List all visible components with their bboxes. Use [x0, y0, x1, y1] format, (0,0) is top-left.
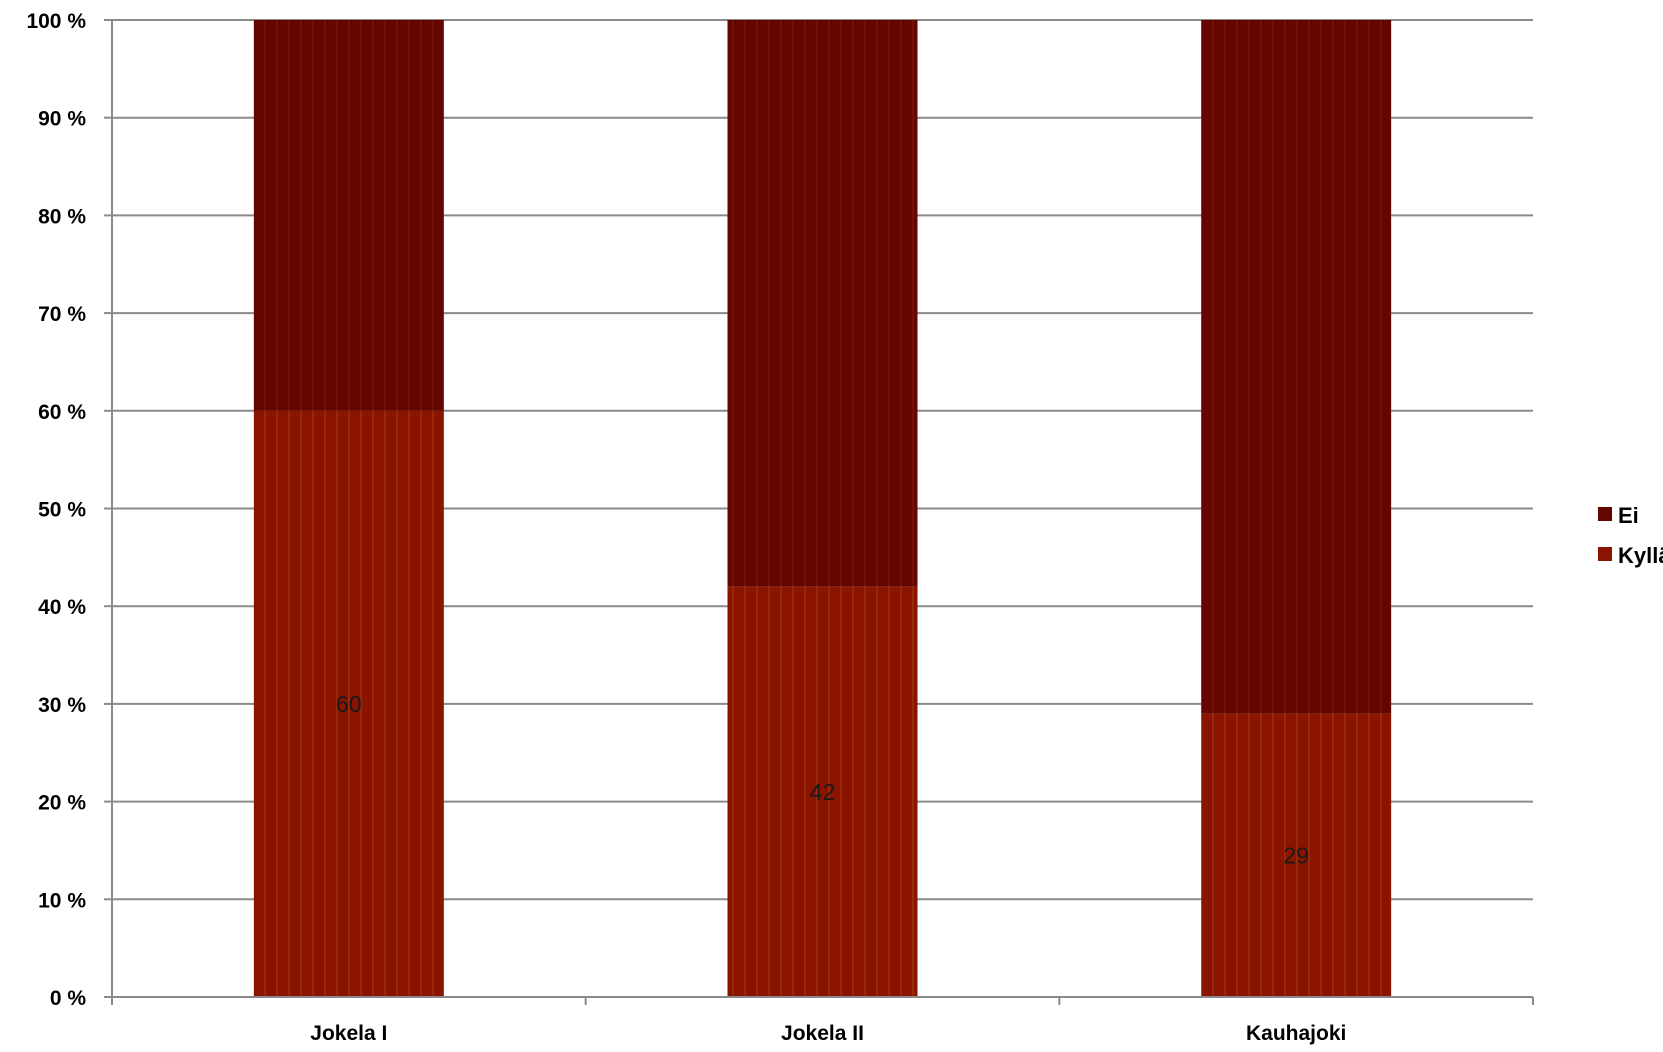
- legend-swatch: [1598, 547, 1612, 561]
- y-tick-label: 0 %: [50, 987, 87, 1010]
- x-axis-tick-labels: Jokela I Jokela II Kauhajoki: [310, 1022, 1346, 1045]
- bars: [253, 20, 1392, 997]
- y-tick-label: 20 %: [38, 792, 86, 815]
- y-tick-label: 90 %: [38, 108, 86, 131]
- data-labels: 60 42 29: [336, 691, 1309, 868]
- x-tick-label: Jokela I: [310, 1022, 387, 1045]
- axes: [104, 19, 1534, 1005]
- data-label: 60: [336, 691, 362, 717]
- legend: Ei Kyllä: [1598, 503, 1663, 568]
- data-label: 29: [1283, 842, 1309, 868]
- y-axis-tick-labels: 0 % 10 % 20 % 30 % 40 % 50 % 60 % 70 % 80 % 90 % 1…: [26, 10, 86, 1010]
- x-tick-label: Kauhajoki: [1246, 1022, 1346, 1045]
- x-tick-label: Jokela II: [781, 1022, 864, 1045]
- data-label: 42: [810, 779, 836, 805]
- y-tick-label: 40 %: [38, 596, 86, 619]
- bar-segment-kyll--2: [727, 586, 918, 997]
- y-tick-label: 60 %: [38, 401, 86, 424]
- legend-label: Ei: [1618, 503, 1639, 528]
- y-tick-label: 100 %: [26, 10, 86, 33]
- y-tick-label: 70 %: [38, 303, 86, 326]
- legend-label: Kyllä: [1618, 543, 1663, 568]
- y-tick-label: 10 %: [38, 889, 86, 912]
- bar-segment-ei-3: [1201, 20, 1392, 714]
- y-tick-label: 80 %: [38, 205, 86, 228]
- legend-swatch: [1598, 507, 1612, 521]
- y-tick-label: 50 %: [38, 499, 86, 522]
- bar-segment-kyll--1: [253, 410, 444, 997]
- bar-segment-ei-2: [727, 20, 918, 587]
- bar-segment-ei-1: [253, 20, 444, 411]
- bar-segment-kyll--3: [1201, 713, 1392, 997]
- y-tick-label: 30 %: [38, 694, 86, 717]
